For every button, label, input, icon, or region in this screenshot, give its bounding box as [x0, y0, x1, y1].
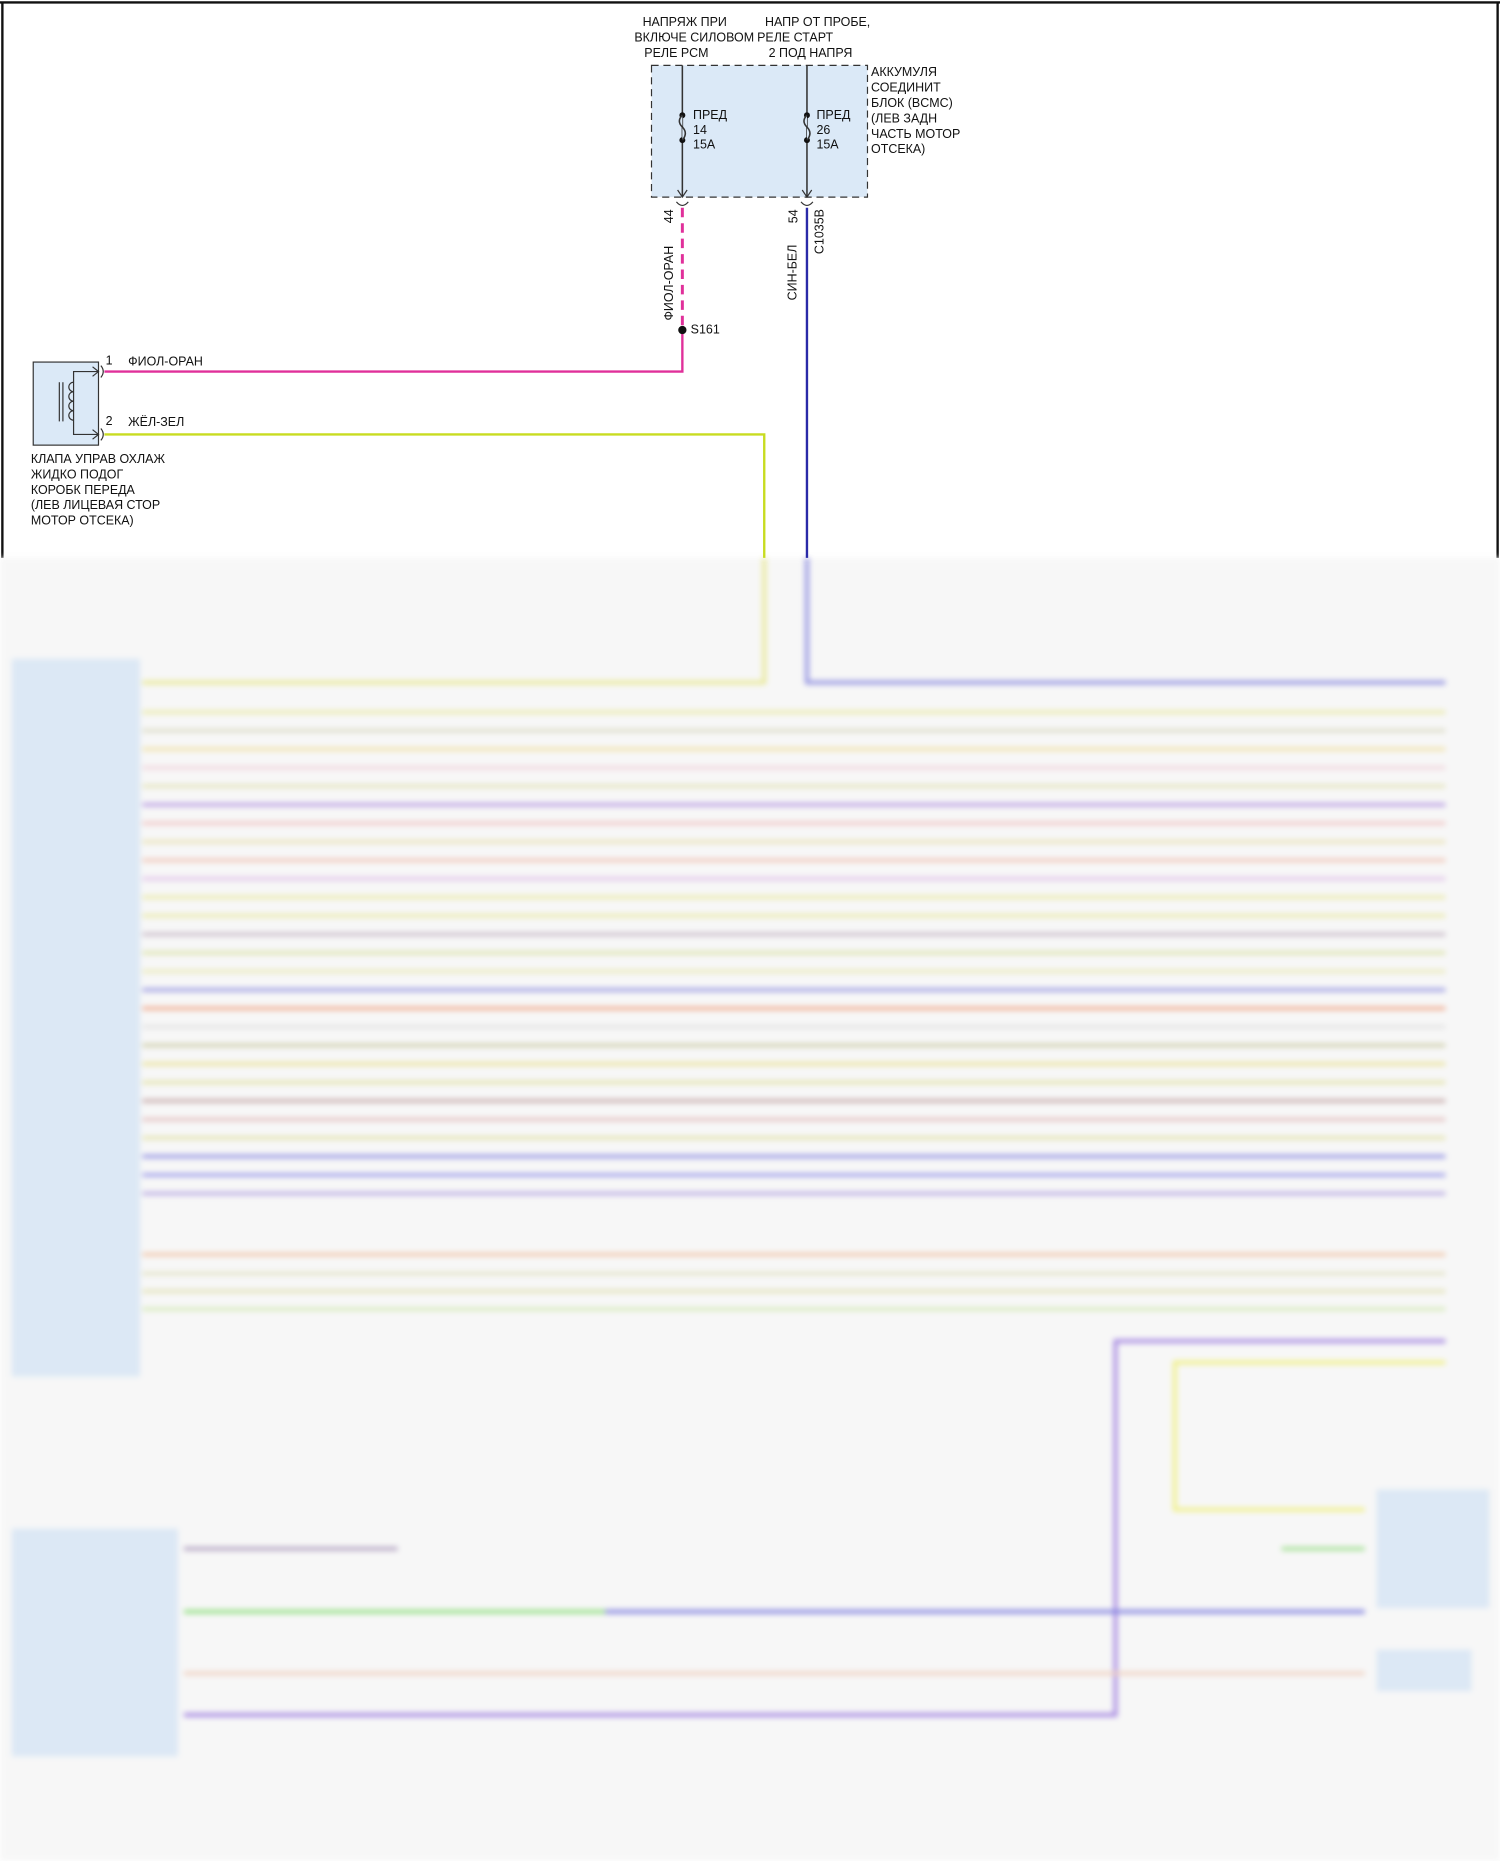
blurred-wire	[183, 1339, 1446, 1717]
wire-zhel-zel	[104, 433, 766, 558]
svg-text:ВКЛЮЧЕ СИЛОВОМ: ВКЛЮЧЕ СИЛОВОМ	[634, 31, 754, 45]
svg-text:КОРОБК ПЕРЕДА: КОРОБК ПЕРЕДА	[31, 483, 136, 497]
svg-text:ФИОЛ-ОРАН: ФИОЛ-ОРАН	[662, 246, 676, 321]
svg-text:15A: 15A	[693, 137, 716, 151]
svg-text:СИН-БЕЛ: СИН-БЕЛ	[785, 245, 799, 301]
blurred-wire	[142, 557, 767, 685]
splice-label: S161	[691, 323, 720, 337]
svg-text:2 ПОД НАПРЯ: 2 ПОД НАПРЯ	[769, 46, 853, 60]
svg-text:НАПР ОТ ПРОБЕ,: НАПР ОТ ПРОБЕ,	[765, 15, 870, 29]
svg-text:C1035B: C1035B	[813, 209, 827, 254]
svg-text:АККУМУЛЯ: АККУМУЛЯ	[871, 65, 937, 79]
svg-text:ЖИДКО ПОДОГ: ЖИДКО ПОДОГ	[31, 467, 124, 481]
bcmc-label: АККУМУЛЯ СОЕДИНИТ БЛОК (BCMC) (ЛЕВ ЗАДН …	[871, 65, 960, 156]
svg-text:СОЕДИНИТ: СОЕДИНИТ	[871, 80, 941, 94]
svg-text:ПРЕД: ПРЕД	[816, 108, 851, 122]
svg-text:ЖЁЛ-ЗЕЛ: ЖЁЛ-ЗЕЛ	[128, 415, 184, 429]
svg-text:44: 44	[662, 209, 676, 223]
coolant-valve[interactable]: 1 ФИОЛ-ОРАН 2 ЖЁЛ-ЗЕЛ КЛАПА УПРАВ ОХЛАЖ …	[31, 353, 203, 527]
top-label-pcm-relay: НАПРЯЖ ПРИ ВКЛЮЧЕ СИЛОВОМ РЕЛЕ PCM	[634, 15, 754, 60]
fuse-14: ПРЕД 14 15A	[677, 65, 728, 199]
svg-text:54: 54	[786, 209, 800, 223]
bcmc-block[interactable]: АККУМУЛЯ СОЕДИНИТ БЛОК (BCMC) (ЛЕВ ЗАДН …	[650, 64, 961, 199]
fuse-26: ПРЕД 26 15A	[801, 65, 851, 199]
svg-text:ОТСЕКА): ОТСЕКА)	[871, 142, 925, 156]
blurred-wire	[805, 557, 1446, 685]
svg-text:15A: 15A	[816, 137, 839, 151]
blurred-diagram-area	[0, 557, 1500, 1861]
svg-text:ЧАСТЬ МОТОР: ЧАСТЬ МОТОР	[871, 127, 960, 141]
svg-text:2: 2	[106, 414, 113, 428]
splice-s161-dot	[678, 325, 687, 335]
coil-icon	[68, 381, 74, 421]
top-label-start-relay: НАПР ОТ ПРОБЕ, РЕЛЕ СТАРТ 2 ПОД НАПРЯ	[757, 15, 870, 60]
svg-text:(ЛЕВ ЗАДН: (ЛЕВ ЗАДН	[871, 111, 937, 125]
svg-text:ПРЕД: ПРЕД	[693, 108, 728, 122]
svg-text:РЕЛЕ СТАРТ: РЕЛЕ СТАРТ	[757, 31, 833, 45]
svg-text:ФИОЛ-ОРАН: ФИОЛ-ОРАН	[128, 355, 203, 369]
svg-text:КЛАПА УПРАВ ОХЛАЖ: КЛАПА УПРАВ ОХЛАЖ	[31, 452, 166, 466]
blurred-wire	[1173, 1360, 1446, 1512]
wire-sin-bel: СИН-БЕЛ	[785, 207, 809, 558]
svg-text:РЕЛЕ PCM: РЕЛЕ PCM	[644, 46, 708, 60]
valve-label: КЛАПА УПРАВ ОХЛАЖ ЖИДКО ПОДОГ КОРОБК ПЕР…	[31, 452, 166, 528]
svg-text:26: 26	[816, 123, 830, 137]
svg-text:(ЛЕВ ЛИЦЕВАЯ СТОР: (ЛЕВ ЛИЦЕВАЯ СТОР	[31, 498, 160, 512]
svg-text:НАПРЯЖ ПРИ: НАПРЯЖ ПРИ	[643, 15, 727, 29]
svg-text:МОТОР ОТСЕКА): МОТОР ОТСЕКА)	[31, 514, 134, 528]
svg-text:1: 1	[106, 353, 113, 367]
svg-text:БЛОК (BCMC): БЛОК (BCMC)	[871, 96, 953, 110]
connector-c1035b: 44 54 C1035B	[662, 201, 827, 254]
wire-fiol-oran: ФИОЛ-ОРАН S161	[104, 207, 720, 373]
frame	[0, 1, 1500, 558]
svg-text:14: 14	[693, 123, 707, 137]
